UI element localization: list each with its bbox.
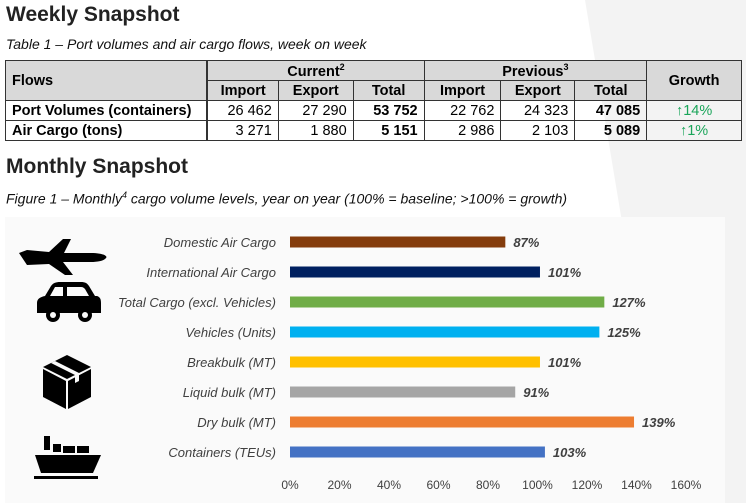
x-tick-label: 60% — [426, 478, 450, 492]
table-row: Air Cargo (tons) 3 271 1 880 5 151 2 986… — [5, 120, 742, 141]
x-tick-label: 100% — [522, 478, 553, 492]
figure-caption-start: Figure 1 – Monthly — [6, 190, 122, 207]
cell-growth: ↑14% — [646, 100, 742, 121]
monthly-snapshot-title: Monthly Snapshot — [6, 155, 188, 178]
x-tick-label: 140% — [621, 478, 652, 492]
category-label: Vehicles (Units) — [185, 325, 276, 340]
header-current-label: Current — [287, 63, 340, 80]
bar — [290, 416, 635, 428]
data-label: 87% — [513, 235, 539, 250]
car-icon — [37, 282, 101, 322]
weekly-snapshot-title: Weekly Snapshot — [6, 3, 180, 26]
data-label: 125% — [607, 325, 641, 340]
figure-caption-end: cargo volume levels, year on year (100% … — [126, 190, 568, 207]
data-label: 91% — [523, 385, 549, 400]
footnote-4: 4 — [121, 190, 127, 200]
header-current: Current2 — [206, 60, 425, 81]
header-previous: Previous3 — [423, 60, 648, 81]
table-caption: Table 1 – Port volumes and air cargo flo… — [6, 36, 367, 52]
cell-current-import: 26 462 — [206, 100, 279, 121]
data-label: 103% — [553, 445, 587, 460]
header-previous-label: Previous — [502, 63, 564, 80]
chart-icons — [19, 239, 107, 479]
bar — [290, 296, 605, 308]
header-previous-export: Export — [500, 80, 576, 101]
x-tick-label: 20% — [327, 478, 351, 492]
cell-current-export: 1 880 — [277, 120, 354, 141]
ship-icon — [34, 436, 101, 479]
row-flow: Air Cargo (tons) — [5, 120, 209, 141]
bar — [290, 236, 506, 248]
footnote-2: 2 — [339, 61, 345, 72]
bar-chart: Domestic Air Cargo 87% International Air C… — [118, 235, 702, 492]
footnote-3: 3 — [563, 61, 569, 72]
header-previous-import: Import — [423, 80, 502, 101]
cell-current-total: 5 151 — [352, 120, 425, 141]
bar — [290, 266, 540, 278]
x-tick-label: 80% — [476, 478, 500, 492]
header-growth: Growth — [646, 60, 742, 101]
weekly-table: Flows Current2 Previous3 Growth Import E… — [5, 60, 742, 141]
header-current-export: Export — [277, 80, 354, 101]
x-tick-label: 40% — [377, 478, 401, 492]
cell-current-total: 53 752 — [352, 100, 425, 121]
figure-caption: Figure 1 – Monthly4 cargo volume levels,… — [6, 190, 567, 207]
category-label: Liquid bulk (MT) — [183, 385, 276, 400]
chart-area: Domestic Air Cargo 87% International Air C… — [5, 217, 725, 503]
cell-previous-import: 22 762 — [423, 100, 502, 121]
row-flow: Port Volumes (containers) — [5, 100, 209, 121]
category-label: Domestic Air Cargo — [164, 235, 276, 250]
category-label: International Air Cargo — [146, 265, 276, 280]
header-flows: Flows — [5, 60, 209, 101]
cell-previous-total: 47 085 — [574, 100, 648, 121]
cell-growth: ↑1% — [646, 120, 742, 141]
x-tick-label: 160% — [671, 478, 702, 492]
cell-previous-export: 2 103 — [500, 120, 576, 141]
category-label: Total Cargo (excl. Vehicles) — [118, 295, 276, 310]
cell-previous-total: 5 089 — [574, 120, 648, 141]
x-tick-label: 0% — [281, 478, 299, 492]
table-row: Port Volumes (containers) 26 462 27 290 … — [5, 100, 742, 121]
box-icon — [43, 355, 91, 409]
header-previous-total: Total — [574, 80, 648, 101]
table-header-row: Flows Current2 Previous3 Growth — [5, 60, 742, 101]
category-label: Breakbulk (MT) — [187, 355, 276, 370]
data-label: 101% — [548, 265, 582, 280]
bar — [290, 326, 600, 338]
bar — [290, 386, 516, 398]
cell-previous-export: 24 323 — [500, 100, 576, 121]
category-label: Containers (TEUs) — [168, 445, 276, 460]
cell-current-export: 27 290 — [277, 100, 354, 121]
data-label: 139% — [642, 415, 676, 430]
data-label: 101% — [548, 355, 582, 370]
header-current-import: Import — [206, 80, 279, 101]
airplane-icon — [19, 239, 107, 275]
bar — [290, 356, 540, 368]
cell-previous-import: 2 986 — [423, 120, 502, 141]
category-label: Dry bulk (MT) — [197, 415, 276, 430]
data-label: 127% — [612, 295, 646, 310]
bar — [290, 446, 545, 458]
x-tick-label: 120% — [572, 478, 603, 492]
cell-current-import: 3 271 — [206, 120, 279, 141]
header-current-total: Total — [352, 80, 425, 101]
